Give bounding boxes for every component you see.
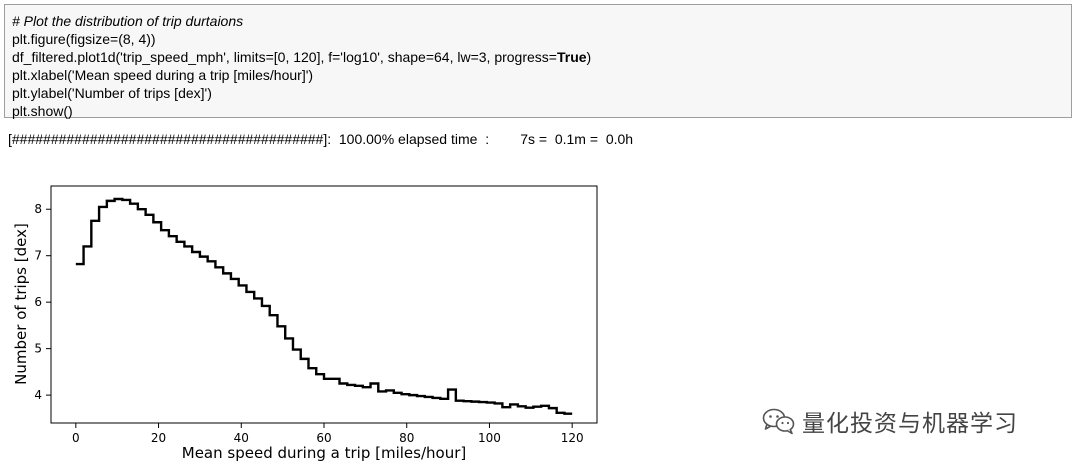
- plot-frame: [50, 185, 598, 424]
- code-line-plot1d-prefix: df_filtered.plot1d('trip_speed_mph', lim…: [12, 49, 557, 65]
- x-tick-label: 60: [316, 431, 331, 445]
- histogram-chart: 0 20 40 60 80 100 120 4 5 6 7 8 Mean speed during …: [12, 185, 598, 462]
- x-tick-label: 40: [234, 431, 249, 445]
- wechat-icon: [762, 408, 795, 435]
- histogram-step-line: [75, 197, 573, 415]
- code-line-xlabel: plt.xlabel('Mean speed during a trip [mi…: [12, 67, 314, 83]
- code-line-figure: plt.figure(figsize=(8, 4)): [12, 31, 156, 47]
- watermark-text: 量化投资与机器学习: [802, 411, 1018, 437]
- y-tick-label: 5: [34, 342, 42, 356]
- watermark: 量化投资与机器学习: [762, 403, 1018, 439]
- y-tick-label: 6: [34, 295, 42, 309]
- code-keyword-true: True: [556, 49, 587, 65]
- code-line-plot1d: df_filtered.plot1d('trip_speed_mph', lim…: [12, 48, 1065, 66]
- x-tick-label: 0: [72, 431, 80, 445]
- x-tick-label: 100: [478, 431, 501, 445]
- x-tick-label: 80: [399, 431, 414, 445]
- chart-area: 0 20 40 60 80 100 120 4 5 6 7 8 Mean speed during …: [0, 170, 640, 466]
- x-tick-label: 20: [151, 431, 166, 445]
- x-axis-ticks: 0 20 40 60 80 100 120: [72, 423, 584, 445]
- code-line-plot1d-suffix: ): [586, 49, 592, 65]
- x-tick-label: 120: [561, 431, 584, 445]
- x-axis-label: Mean speed during a trip [miles/hour]: [182, 444, 466, 462]
- y-axis-ticks: 4 5 6 7 8: [34, 202, 51, 402]
- y-tick-label: 7: [34, 249, 42, 263]
- code-line-ylabel: plt.ylabel('Number of trips [dex]'): [12, 85, 212, 101]
- y-tick-label: 8: [34, 202, 42, 216]
- progress-output: [#######################################…: [8, 131, 634, 147]
- y-axis-label: Number of trips [dex]: [12, 223, 30, 385]
- code-cell[interactable]: # Plot the distribution of trip durtaion…: [4, 4, 1072, 119]
- y-tick-label: 4: [34, 388, 42, 402]
- code-comment-line: # Plot the distribution of trip durtaion…: [12, 13, 244, 29]
- code-line-show: plt.show(): [12, 103, 73, 119]
